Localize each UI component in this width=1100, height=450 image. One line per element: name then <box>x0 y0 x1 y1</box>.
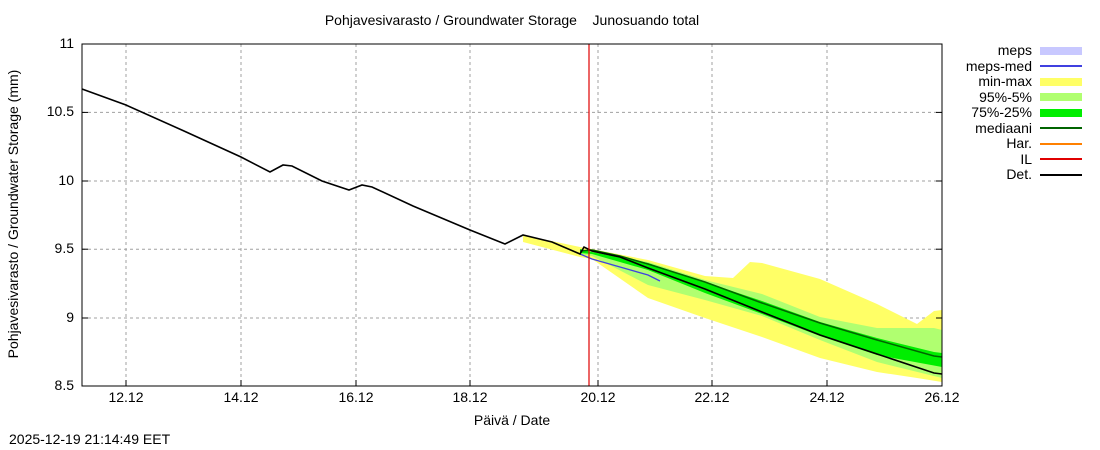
x-tick-label: 20.12 <box>580 389 616 405</box>
band-swatch-icon <box>1040 93 1082 102</box>
line-swatch-icon <box>1040 65 1082 68</box>
p75-p25-band <box>580 249 942 367</box>
y-tick-label: 9 <box>66 309 74 325</box>
line-swatch-icon <box>1040 142 1082 145</box>
chart-title-station: Junosuando total <box>592 12 700 28</box>
x-tick-label: 24.12 <box>809 389 845 405</box>
x-tick-label: 14.12 <box>223 389 259 405</box>
legend: meps meps-med min-max 95%-5% 75%-25% med… <box>940 43 1090 183</box>
x-tick-label: 26.12 <box>924 389 960 405</box>
mediaani-line <box>579 249 943 358</box>
band-swatch-icon <box>1040 77 1082 86</box>
x-axis-title: Päivä / Date <box>473 412 551 428</box>
legend-item-il: IL <box>940 150 1090 168</box>
legend-item-har: Har. <box>940 136 1090 152</box>
line-swatch-icon <box>1040 127 1082 130</box>
legend-label: Det. <box>1006 166 1032 183</box>
legend-label: meps-med <box>965 57 1032 74</box>
legend-item-p95-p5: 95%-5% <box>940 88 1090 106</box>
y-axis-title-text: Pohjavesivarasto / Groundwater Storage (… <box>5 69 21 359</box>
chart-title-main: Pohjavesivarasto / Groundwater Storage <box>324 12 577 28</box>
legend-label: meps <box>997 42 1032 59</box>
line-swatch-icon <box>1040 173 1082 176</box>
x-tick-label: 22.12 <box>694 389 730 405</box>
line-swatch-icon <box>1040 158 1082 161</box>
legend-label: 75%-25% <box>971 104 1032 121</box>
legend-item-mediaani: mediaani <box>940 119 1090 137</box>
legend-label: 95%-5% <box>979 88 1032 105</box>
legend-item-meps-med: meps-med <box>940 57 1090 75</box>
legend-item-det: Det. <box>940 167 1090 183</box>
y-tick-label: 9.5 <box>54 240 74 256</box>
chart-title: Pohjavesivarasto / Groundwater Storage J… <box>0 12 1024 28</box>
meps-med-line <box>579 253 661 282</box>
legend-item-meps: meps <box>940 43 1090 59</box>
legend-item-p75-p25: 75%-25% <box>940 105 1090 121</box>
legend-label: IL <box>1020 150 1032 167</box>
legend-label: mediaani <box>975 119 1032 136</box>
axis-ticks <box>82 111 942 386</box>
plot-frame <box>81 43 943 387</box>
legend-label: min-max <box>978 73 1032 90</box>
y-tick-label: 8.5 <box>54 377 74 393</box>
y-tick-label: 11 <box>59 35 74 51</box>
y-tick-label: 10.5 <box>46 103 74 119</box>
legend-item-min-max: min-max <box>940 74 1090 90</box>
band-swatch-icon <box>1040 46 1082 55</box>
x-tick-label: 12.12 <box>108 389 144 405</box>
band-swatch-icon <box>1040 108 1082 117</box>
x-tick-label: 18.12 <box>452 389 488 405</box>
det-line <box>81 88 943 375</box>
legend-label: Har. <box>1006 135 1032 152</box>
x-tick-label: 16.12 <box>338 389 374 405</box>
generated-timestamp: 2025-12-19 21:14:49 EET <box>9 431 171 447</box>
y-tick-label: 10 <box>58 172 74 188</box>
